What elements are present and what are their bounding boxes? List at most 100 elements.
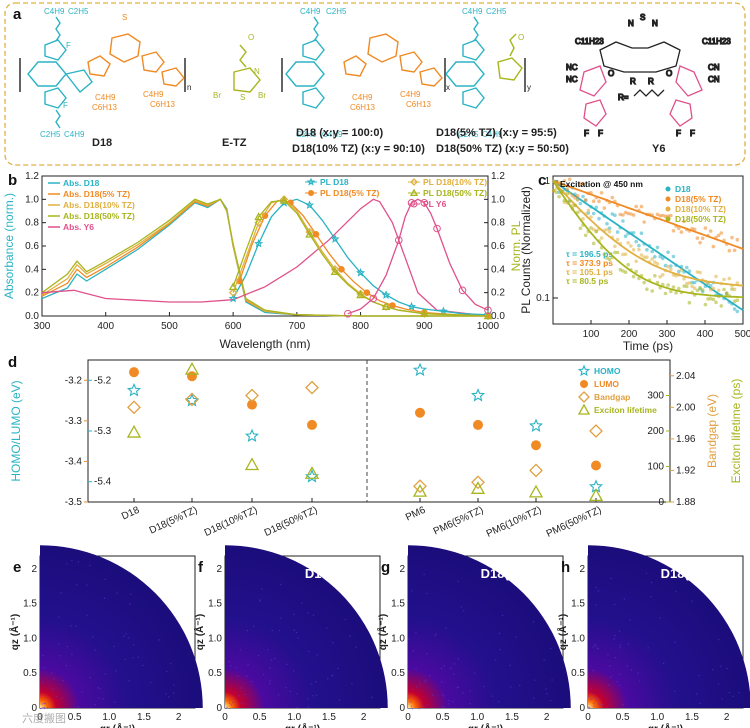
y2-tick-label: 1.88 <box>676 497 696 508</box>
noise-pixel <box>419 701 421 703</box>
data-point <box>420 309 429 318</box>
chem-label: C6H13 <box>92 103 117 112</box>
data-point <box>330 234 340 243</box>
data-point <box>247 399 257 410</box>
x-tick-label: 0.5 <box>436 712 450 723</box>
noise-pixel <box>412 650 414 652</box>
x-tick-label: D18 <box>120 505 142 523</box>
x-tick-label: 900 <box>416 321 433 332</box>
legend-marker <box>665 216 671 222</box>
noise-pixel <box>452 701 454 703</box>
x-tick-label: 2 <box>724 712 730 723</box>
noise-pixel <box>271 629 273 632</box>
noise-pixel <box>411 590 413 592</box>
data-point <box>687 300 692 305</box>
noise-pixel <box>81 691 83 693</box>
series-line <box>232 199 489 317</box>
y-axis-title: qz (Å⁻¹) <box>376 614 389 650</box>
noise-pixel <box>371 696 373 699</box>
chem-label: CN <box>708 63 720 72</box>
y2-tick-label: 0.0 <box>491 311 505 322</box>
data-point <box>634 204 638 209</box>
data-point <box>735 298 740 303</box>
data-point <box>735 281 740 285</box>
panel-c-plot-area: 100 200 300 400 500 0.1 1 D18 τ = 196.5 ps D18(5%… <box>536 176 750 340</box>
noise-pixel <box>43 703 45 705</box>
data-point <box>671 254 676 259</box>
data-point <box>727 248 732 253</box>
chem-label: C2H5 <box>296 130 317 139</box>
y-tick-label: 1.5 <box>391 599 405 610</box>
noise-pixel <box>597 648 599 650</box>
noise-pixel <box>474 672 476 674</box>
y-tick-label: 1.0 <box>25 194 39 205</box>
noise-pixel <box>738 692 740 694</box>
series-line <box>238 199 489 317</box>
data-point <box>730 235 734 240</box>
data-point <box>356 268 366 277</box>
data-point <box>597 199 601 203</box>
data-point <box>615 230 620 234</box>
noise-pixel <box>43 707 45 709</box>
noise-pixel <box>610 577 612 580</box>
panel-c: c 100 200 300 400 500 0.1 1 D18 τ = 196.5 ps D18(… <box>519 172 750 353</box>
noise-pixel <box>166 670 168 672</box>
data-point <box>639 204 644 209</box>
y-tick-label: 1.5 <box>208 599 222 610</box>
x-tick-label: 300 <box>34 321 51 332</box>
data-point <box>631 213 636 217</box>
x-tick-label: 500 <box>735 329 750 340</box>
data-point <box>690 284 694 289</box>
chem-label: F <box>690 129 695 138</box>
noise-pixel <box>58 643 60 645</box>
data-point <box>650 249 654 254</box>
y-tick-label: 0.5 <box>208 668 222 679</box>
noise-pixel <box>267 649 269 651</box>
data-point <box>562 179 567 183</box>
x-tick-label: 1.5 <box>322 712 336 723</box>
x-tick-label: 2 <box>361 712 367 723</box>
panel-a-border <box>4 2 746 166</box>
data-point <box>245 388 259 403</box>
panel-letter: g <box>381 559 390 576</box>
y-tick-label: 0.5 <box>23 668 37 679</box>
y-tick-label: -3.3 <box>65 416 83 427</box>
scattering-map <box>40 545 203 708</box>
x-tick-label: 1.0 <box>287 712 301 723</box>
noise-pixel <box>124 658 126 660</box>
noise-pixel <box>43 667 45 669</box>
legend-label: HOMO <box>594 366 621 376</box>
x-tick-label: 500 <box>161 321 178 332</box>
data-point <box>661 256 665 261</box>
y-tick-label: 1.0 <box>571 633 585 644</box>
noise-pixel <box>230 665 232 667</box>
noise-pixel <box>75 625 77 627</box>
data-point <box>711 244 716 249</box>
legend-marker <box>665 186 671 192</box>
noise-pixel <box>310 683 312 685</box>
y-tick-label: 0 <box>579 703 585 714</box>
data-point <box>682 284 686 288</box>
data-point <box>127 400 141 415</box>
data-point <box>669 264 673 268</box>
data-point <box>615 250 620 255</box>
noise-pixel <box>40 708 42 710</box>
noise-pixel <box>44 702 46 705</box>
noise-pixel <box>550 647 552 649</box>
series-line <box>41 198 488 317</box>
thiophene-ring <box>44 87 67 109</box>
y-tick-label: 1.5 <box>23 599 37 610</box>
noise-pixel <box>712 669 714 671</box>
thiophene-ring <box>462 87 485 109</box>
panel-b: b 300 400 500 600 700 800 900 10000.00.20.40.60… <box>2 171 523 351</box>
giwaxs-maps: D18 e 0 0.5 1.0 1.5 2 0 0.5 1.0 1.5 2 qr (Å⁻¹) qz (Å⁻… <box>8 545 750 728</box>
data-point <box>692 280 697 285</box>
thiazole-ring <box>497 57 523 81</box>
x-axis-title: qr (Å⁻¹) <box>100 722 135 728</box>
chem-label: S <box>122 13 127 22</box>
data-point <box>658 214 662 218</box>
data-point <box>567 177 572 182</box>
data-point <box>732 307 737 311</box>
noise-pixel <box>596 647 598 649</box>
data-point <box>363 289 371 296</box>
